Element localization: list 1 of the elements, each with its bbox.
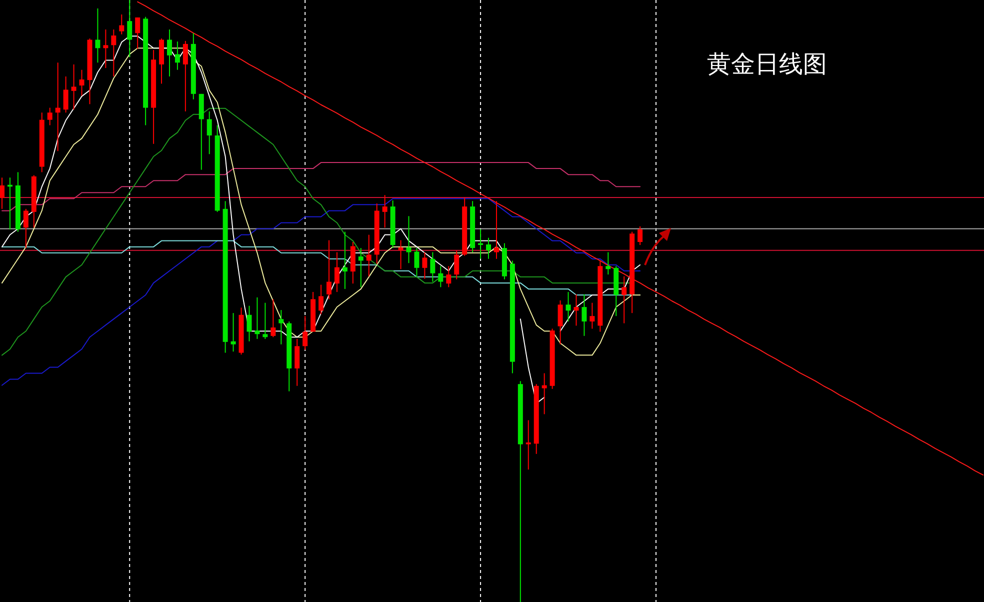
text: 黄金日线图: [707, 51, 827, 78]
